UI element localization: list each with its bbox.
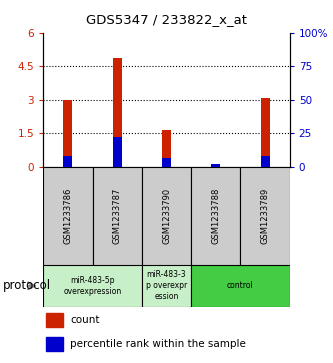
Text: control: control [227,281,254,290]
Text: miR-483-5p
overexpression: miR-483-5p overexpression [64,276,122,296]
Text: GDS5347 / 233822_x_at: GDS5347 / 233822_x_at [86,13,247,26]
Text: GSM1233789: GSM1233789 [260,188,270,244]
Bar [211,166,220,167]
Bar [46,313,63,327]
FancyBboxPatch shape [43,167,93,265]
FancyBboxPatch shape [43,265,142,307]
Bar [46,337,63,351]
Text: GSM1233787: GSM1233787 [113,188,122,244]
FancyBboxPatch shape [142,167,191,265]
Bar [64,156,72,167]
Text: miR-483-3
p overexpr
ession: miR-483-3 p overexpr ession [146,270,187,301]
Text: count: count [70,315,100,325]
FancyBboxPatch shape [142,265,191,307]
FancyBboxPatch shape [240,167,290,265]
FancyBboxPatch shape [191,167,240,265]
Bar [261,156,269,167]
FancyBboxPatch shape [191,265,290,307]
Bar [261,98,269,167]
Bar [162,130,171,167]
Text: percentile rank within the sample: percentile rank within the sample [70,339,246,349]
Bar [113,58,122,167]
Bar [162,158,171,167]
Text: protocol: protocol [3,280,52,292]
Bar [113,138,122,167]
FancyBboxPatch shape [93,167,142,265]
Text: GSM1233790: GSM1233790 [162,188,171,244]
Bar [64,100,72,167]
Text: GSM1233786: GSM1233786 [63,188,73,244]
Text: GSM1233788: GSM1233788 [211,188,220,244]
Bar [211,164,220,167]
